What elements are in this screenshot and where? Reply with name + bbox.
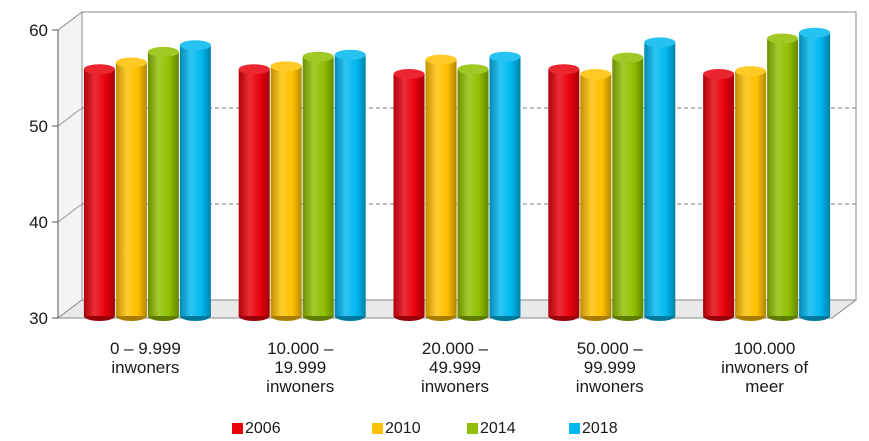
legend-item-2018: 2018: [569, 420, 618, 437]
bar-2014-cat-1: [147, 46, 179, 321]
bar-top: [457, 64, 489, 75]
bar-body: [270, 66, 302, 316]
legend-item-2010: 2010: [372, 420, 421, 437]
bar-top: [270, 61, 302, 72]
legend-item-2006: 2006: [232, 420, 281, 437]
x-tick-label: 0 – 9.999: [110, 339, 181, 358]
y-tick-label: 60: [29, 21, 48, 40]
bar-2018-cat-2: [334, 49, 366, 321]
legend-label: 2006: [245, 420, 281, 437]
bar-2018-cat-5: [799, 27, 831, 321]
bar-2010-cat-2: [270, 61, 302, 321]
bar-2010-cat-1: [115, 57, 147, 321]
bar-body: [115, 62, 147, 317]
bar-2006-cat-4: [548, 64, 580, 321]
x-tick-label: inwoners of: [721, 358, 808, 377]
bar-body: [302, 56, 334, 316]
x-tick-label: inwoners: [266, 377, 334, 396]
bar-2006-cat-5: [703, 69, 735, 321]
bar-2014-cat-4: [612, 52, 644, 321]
x-tick-label: 20.000 –: [422, 339, 489, 358]
bar-2006-cat-3: [393, 69, 425, 321]
bar-2014-cat-5: [767, 33, 799, 321]
bar-body: [83, 69, 115, 316]
legend-swatch: [372, 423, 383, 434]
legend: 2006 2010 2014 2018: [232, 420, 618, 437]
x-tick-label: 49.999: [429, 358, 481, 377]
bar-top: [767, 33, 799, 44]
bar-2006-cat-2: [238, 64, 270, 321]
x-tick-label: inwoners: [421, 377, 489, 396]
bar-top: [703, 69, 735, 79]
gridline-side: [57, 107, 83, 127]
legend-label: 2010: [385, 420, 421, 437]
legend-label: 2018: [582, 420, 618, 437]
bar-top: [393, 69, 425, 79]
bar-top: [644, 37, 676, 48]
bars: [83, 27, 831, 321]
bar-2010-cat-5: [735, 66, 767, 321]
plot-side-wall: [57, 11, 83, 319]
bar-2010-cat-3: [425, 54, 457, 321]
bar-top: [238, 64, 270, 75]
bar-2018-cat-4: [644, 37, 676, 321]
bar-body: [612, 57, 644, 317]
legend-item-2014: 2014: [467, 420, 516, 437]
y-axis: 30 40 50 60: [29, 21, 59, 328]
bar-top: [612, 52, 644, 63]
x-tick-label: 50.000 –: [577, 339, 644, 358]
x-tick-label: inwoners: [576, 377, 644, 396]
bar-2014-cat-3: [457, 64, 489, 321]
bar-body: [644, 42, 676, 316]
bar-2018-cat-1: [179, 40, 211, 321]
bar-body: [735, 71, 767, 317]
bar-body: [489, 56, 521, 316]
bar-2006-cat-1: [83, 64, 115, 321]
bar-top: [799, 27, 831, 38]
bar-top: [115, 57, 147, 68]
legend-swatch: [467, 423, 478, 434]
bar-body: [334, 54, 366, 317]
bar-body: [238, 69, 270, 316]
bar-body: [457, 69, 489, 316]
x-tick-label: 99.999: [584, 358, 636, 377]
bar-top: [735, 66, 767, 77]
bar-body: [179, 45, 211, 316]
bar-body: [147, 51, 179, 317]
x-tick-label: inwoners: [111, 358, 179, 377]
bar-2010-cat-4: [580, 69, 612, 321]
bar-body: [393, 74, 425, 316]
bar-body: [580, 74, 612, 316]
bar-top: [147, 46, 179, 57]
legend-label: 2014: [480, 420, 516, 437]
bar-2014-cat-2: [302, 51, 334, 321]
bar-body: [703, 74, 735, 316]
x-tick-label: meer: [745, 377, 784, 396]
legend-swatch: [569, 423, 580, 434]
x-tick-label: 19.999: [274, 358, 326, 377]
legend-swatch: [232, 423, 243, 434]
y-tick-label: 30: [29, 309, 48, 328]
bar-top: [302, 51, 334, 62]
bar-body: [548, 69, 580, 316]
bar-body: [425, 59, 457, 316]
bar-top: [580, 69, 612, 79]
bar-2018-cat-3: [489, 51, 521, 321]
bar-top: [489, 51, 521, 62]
bar-top: [425, 54, 457, 65]
bar-top: [334, 49, 366, 60]
bar-body: [799, 32, 831, 316]
x-tick-label: 10.000 –: [267, 339, 334, 358]
bar-top: [548, 64, 580, 75]
bar-body: [767, 38, 799, 316]
y-tick-label: 40: [29, 213, 48, 232]
bar-top: [83, 64, 115, 75]
x-tick-label: 100.000: [734, 339, 795, 358]
bar-top: [179, 40, 211, 51]
y-tick-label: 50: [29, 117, 48, 136]
gridline-side: [57, 203, 83, 223]
